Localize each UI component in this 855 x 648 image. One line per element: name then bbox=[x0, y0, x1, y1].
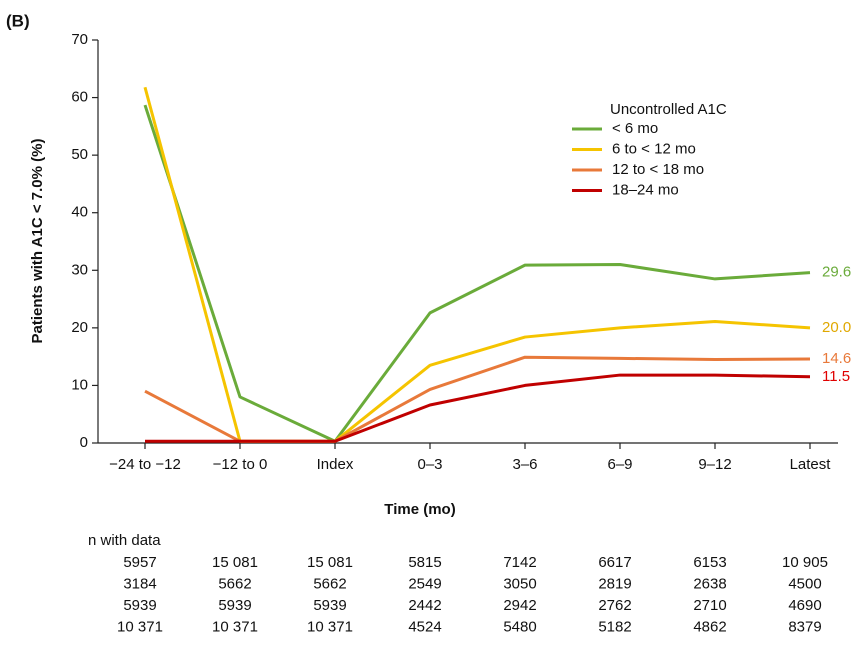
legend-label: 18–24 mo bbox=[612, 181, 679, 198]
y-tick-label: 40 bbox=[71, 204, 88, 221]
table-cell: 2819 bbox=[598, 575, 631, 592]
y-tick-label: 20 bbox=[71, 319, 88, 336]
x-tick-label: 6–9 bbox=[607, 456, 632, 473]
panel-label: (B) bbox=[6, 11, 30, 30]
x-axis-label: Time (mo) bbox=[384, 501, 455, 518]
table-cell: 5939 bbox=[218, 597, 251, 614]
series-line bbox=[143, 86, 811, 443]
table-cell: 5939 bbox=[313, 597, 346, 614]
table-cell: 5182 bbox=[598, 618, 631, 635]
table-cell: 5957 bbox=[123, 554, 156, 571]
y-tick-label: 70 bbox=[71, 31, 88, 48]
table-cell: 2638 bbox=[693, 575, 726, 592]
table-cell: 15 081 bbox=[212, 554, 258, 571]
x-tick-label: −12 to 0 bbox=[213, 456, 268, 473]
table-cell: 3050 bbox=[503, 575, 536, 592]
legend-label: 6 to < 12 mo bbox=[612, 140, 696, 157]
table-cell: 15 081 bbox=[307, 554, 353, 571]
table-cell: 7142 bbox=[503, 554, 536, 571]
table-cell: 10 371 bbox=[117, 618, 163, 635]
legend-title: Uncontrolled A1C bbox=[610, 101, 727, 118]
table-cell: 5662 bbox=[218, 575, 251, 592]
y-tick-label: 50 bbox=[71, 146, 88, 163]
series-line bbox=[145, 373, 811, 443]
table-cell: 8379 bbox=[788, 618, 821, 635]
table-cell: 5815 bbox=[408, 554, 441, 571]
table-cell: 10 371 bbox=[212, 618, 258, 635]
x-tick-label: Latest bbox=[790, 456, 832, 473]
table-cell: 5480 bbox=[503, 618, 536, 635]
series-line bbox=[143, 104, 811, 443]
table-cell: 4524 bbox=[408, 618, 441, 635]
table-cell: 10 905 bbox=[782, 554, 828, 571]
table-cell: 2549 bbox=[408, 575, 441, 592]
y-tick-label: 60 bbox=[71, 89, 88, 106]
table-cell: 2710 bbox=[693, 597, 726, 614]
value-label: 20.0 bbox=[822, 319, 851, 336]
table-cell: 2442 bbox=[408, 597, 441, 614]
y-tick-label: 30 bbox=[71, 261, 88, 278]
table-cell: 10 371 bbox=[307, 618, 353, 635]
x-tick-label: 0–3 bbox=[417, 456, 442, 473]
table-title: n with data bbox=[88, 532, 161, 549]
y-tick-label: 0 bbox=[80, 434, 88, 451]
table-cell: 4690 bbox=[788, 597, 821, 614]
table-cell: 5939 bbox=[123, 597, 156, 614]
value-label: 29.6 bbox=[822, 264, 851, 281]
value-label: 14.6 bbox=[822, 350, 851, 367]
x-tick-label: 3–6 bbox=[512, 456, 537, 473]
x-tick-label: Index bbox=[317, 456, 354, 473]
table-cell: 4500 bbox=[788, 575, 821, 592]
legend-label: < 6 mo bbox=[612, 120, 658, 137]
y-tick-label: 10 bbox=[71, 376, 88, 393]
value-label: 11.5 bbox=[822, 368, 850, 385]
table-cell: 3184 bbox=[123, 575, 156, 592]
x-tick-label: 9–12 bbox=[698, 456, 731, 473]
table-cell: 6153 bbox=[693, 554, 726, 571]
x-tick-label: −24 to −12 bbox=[109, 456, 181, 473]
table-cell: 6617 bbox=[598, 554, 631, 571]
table-cell: 2762 bbox=[598, 597, 631, 614]
table-cell: 4862 bbox=[693, 618, 726, 635]
legend-label: 12 to < 18 mo bbox=[612, 161, 704, 178]
table-cell: 5662 bbox=[313, 575, 346, 592]
table-cell: 2942 bbox=[503, 597, 536, 614]
y-axis-label: Patients with A1C < 7.0% (%) bbox=[29, 139, 46, 344]
